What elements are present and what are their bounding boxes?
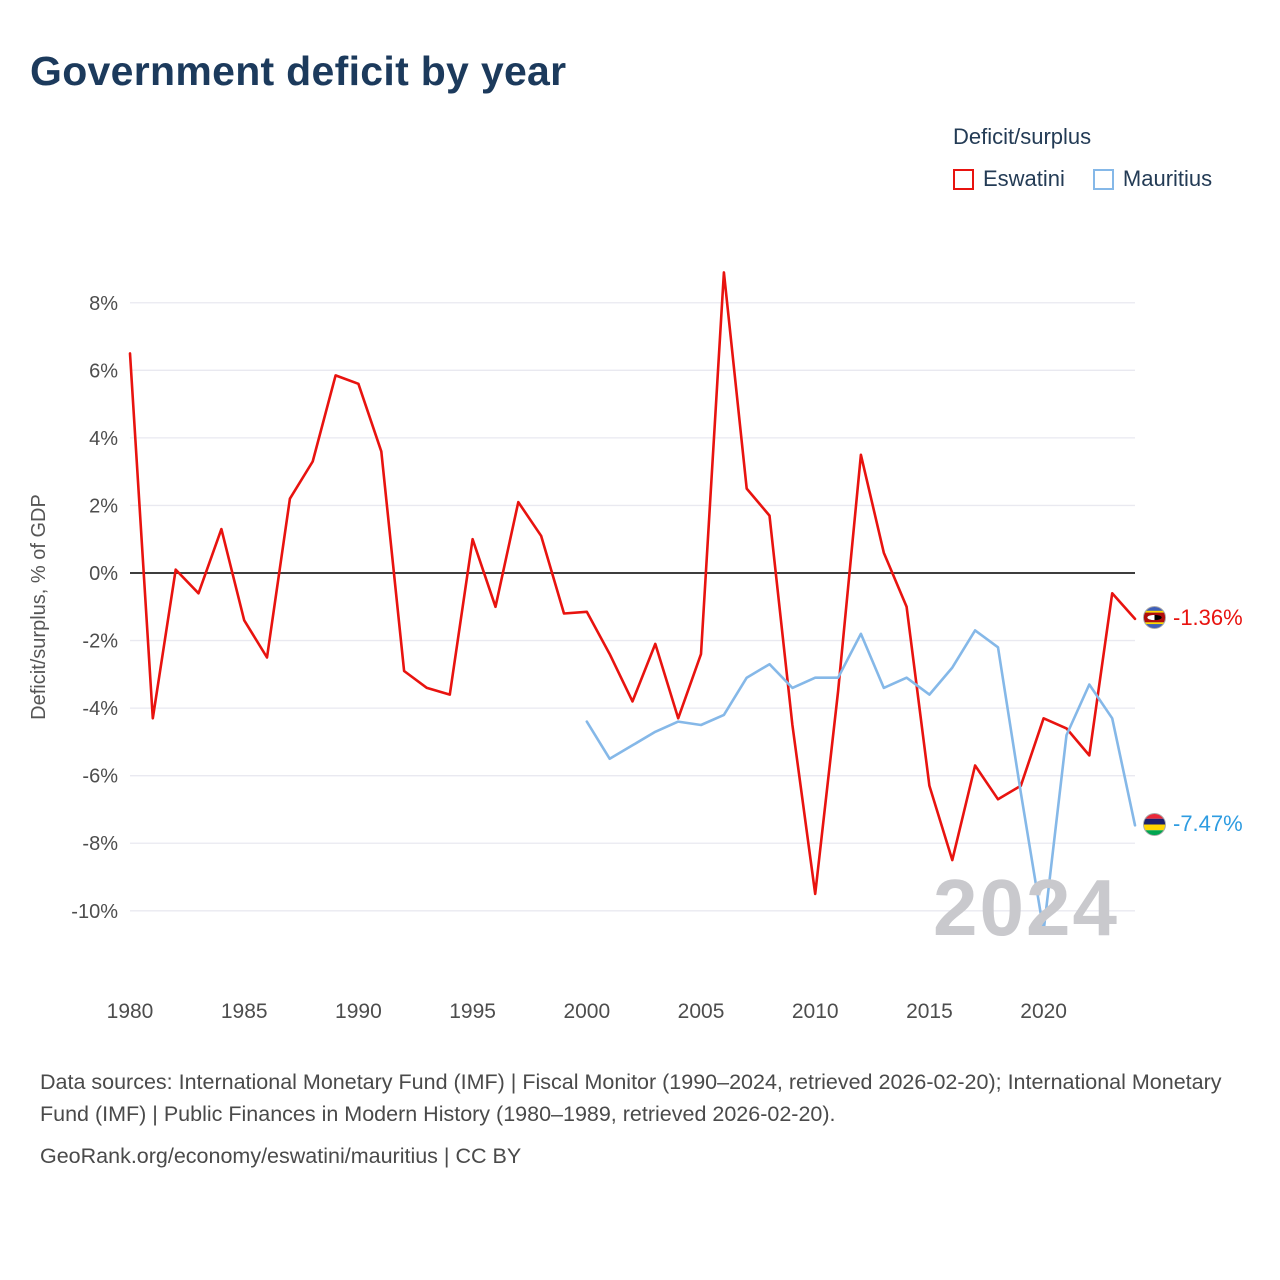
y-tick-label: -6% bbox=[82, 766, 118, 788]
series-line-eswatini bbox=[128, 271, 1137, 896]
y-axis-title: Deficit/surplus, % of GDP bbox=[28, 494, 50, 720]
y-tick-label: -4% bbox=[82, 698, 118, 720]
attribution-text: GeoRank.org/economy/eswatini/mauritius |… bbox=[40, 1143, 522, 1168]
y-tick-label: 8% bbox=[89, 293, 118, 315]
legend: Deficit/surplus Eswatini Mauritius bbox=[953, 124, 1212, 192]
legend-item-label: Mauritius bbox=[1122, 166, 1213, 191]
eswatini-end-value: -1.36% bbox=[1173, 604, 1243, 630]
y-tick-label: 0% bbox=[89, 563, 118, 585]
y-tick-label: -2% bbox=[82, 631, 118, 653]
x-tick-label: 1990 bbox=[335, 1000, 382, 1023]
eswatini-end-label: -1.36% bbox=[1143, 605, 1243, 631]
legend-item-eswatini[interactable]: Eswatini bbox=[953, 166, 1065, 192]
legend-title: Deficit/surplus bbox=[953, 124, 1092, 149]
footer: Data sources: International Monetary Fun… bbox=[40, 1066, 1232, 1181]
y-tick-label: 6% bbox=[89, 360, 118, 382]
x-tick-label: 2010 bbox=[792, 1000, 839, 1023]
mauritius-end-label: -7.47% bbox=[1143, 811, 1243, 837]
watermark-year: 2024 bbox=[933, 863, 1119, 952]
x-tick-label: 1980 bbox=[107, 1000, 154, 1023]
eswatini-flag-icon bbox=[1143, 606, 1166, 630]
mauritius-flag-icon bbox=[1143, 812, 1166, 836]
data-sources-text: Data sources: International Monetary Fun… bbox=[40, 1070, 1222, 1127]
x-tick-label: 2005 bbox=[678, 1000, 725, 1023]
legend-items: Eswatini Mauritius bbox=[953, 166, 1212, 192]
x-tick-label: 2000 bbox=[563, 1000, 610, 1023]
mauritius-swatch-icon bbox=[1092, 168, 1114, 190]
x-tick-label: 1995 bbox=[449, 1000, 496, 1023]
x-tick-label: 2020 bbox=[1020, 1000, 1067, 1023]
y-tick-label: 2% bbox=[89, 495, 118, 517]
x-tick-label: 2015 bbox=[906, 1000, 953, 1023]
x-tick-label: 1985 bbox=[221, 1000, 268, 1023]
eswatini-swatch-icon bbox=[953, 168, 974, 190]
legend-item-mauritius[interactable]: Mauritius bbox=[1092, 166, 1213, 192]
mauritius-end-value: -7.47% bbox=[1173, 811, 1243, 837]
y-tick-label: -8% bbox=[82, 833, 118, 855]
y-tick-label: 4% bbox=[89, 428, 118, 450]
legend-item-label: Eswatini bbox=[983, 166, 1065, 191]
y-tick-label: -10% bbox=[71, 901, 118, 923]
series-line-mauritius bbox=[585, 629, 1137, 933]
page-title: Government deficit by year bbox=[30, 48, 567, 94]
